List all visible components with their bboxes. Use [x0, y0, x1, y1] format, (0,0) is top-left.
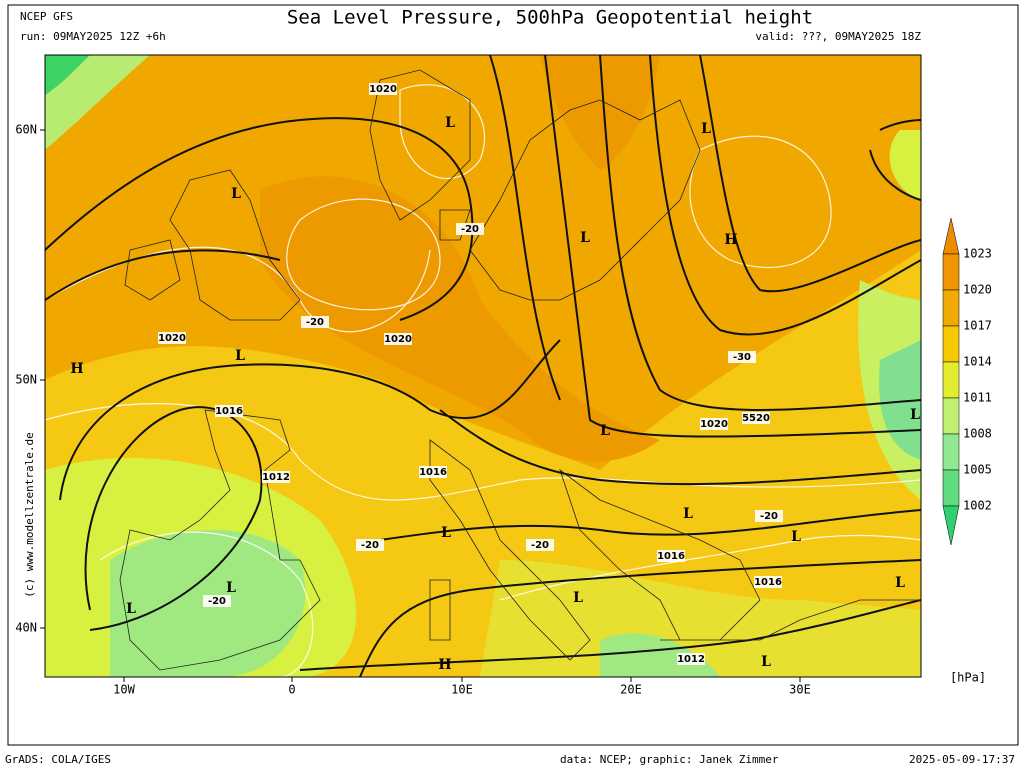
colorbar	[942, 217, 960, 546]
contour-label-box	[215, 405, 243, 417]
contour-label: 1020	[700, 419, 728, 430]
contour-label-box	[384, 333, 412, 345]
pressure-center: L	[580, 230, 590, 246]
footer-software: GrADS: COLA/IGES	[5, 753, 111, 766]
contour-label: -20	[208, 596, 226, 607]
contour-label-box	[657, 550, 685, 562]
contour-label: -20	[306, 317, 324, 328]
map-border	[44, 54, 922, 678]
pressure-center: L	[701, 121, 711, 137]
pressure-center: L	[126, 601, 136, 617]
watermark: (c) www.modellzentrale.de	[23, 432, 36, 598]
pressure-center: H	[724, 232, 737, 248]
contour-label: -30	[733, 352, 751, 363]
pressure-center: L	[761, 654, 771, 670]
contour-label-box	[203, 595, 231, 607]
lon-label: 0	[288, 683, 295, 697]
contour-label-box	[754, 576, 782, 588]
contour-label: -20	[531, 540, 549, 551]
colorbar-label: 1017	[963, 319, 992, 333]
pressure-center: L	[226, 580, 236, 596]
contour-label: 1016	[657, 551, 685, 562]
contour-label: 1016	[754, 577, 782, 588]
contour-label-box	[728, 351, 756, 363]
contour-label-box	[262, 471, 290, 483]
contour-label-box	[526, 539, 554, 551]
contour-label-box	[369, 83, 397, 95]
map-title: Sea Level Pressure, 500hPa Geopotential …	[287, 7, 813, 29]
lat-label: 40N	[15, 621, 37, 635]
pressure-center: L	[445, 115, 455, 131]
frame	[7, 4, 1019, 746]
colorbar-label: 1002	[963, 499, 992, 513]
colorbar-label: 1005	[963, 463, 992, 477]
map	[45, 55, 921, 677]
lon-label: 30E	[789, 683, 811, 697]
lon-label: 10E	[451, 683, 473, 697]
contour-label: 1012	[677, 654, 705, 665]
lon-label: 20E	[620, 683, 642, 697]
colorbar-label: 1008	[963, 427, 992, 441]
colorbar-label: 1020	[963, 283, 992, 297]
lon-label: 10W	[113, 683, 135, 697]
colorbar-label: 1023	[963, 247, 992, 261]
run-time: run: 09MAY2025 12Z +6h	[20, 30, 166, 43]
pressure-center: H	[438, 657, 451, 673]
colorbar-unit: [hPa]	[950, 671, 986, 685]
footer-timestamp: 2025-05-09-17:37	[909, 753, 1015, 766]
footer-credit: data: NCEP; graphic: Janek Zimmer	[560, 753, 779, 766]
colorbar-label: 1014	[963, 355, 992, 369]
colorbar-label: 1011	[963, 391, 992, 405]
contour-label: 1012	[262, 472, 290, 483]
pressure-center: H	[70, 361, 83, 377]
pressure-center: L	[441, 525, 451, 541]
contour-label-box	[677, 653, 705, 665]
contour-label-box	[456, 223, 484, 235]
contour-label-box	[742, 412, 770, 424]
contour-label: 5520	[742, 413, 770, 424]
contour-label: -20	[361, 540, 379, 551]
model-name: NCEP GFS	[20, 10, 73, 23]
pressure-center: L	[231, 186, 241, 202]
map-ticks	[40, 129, 801, 682]
pressure-center: L	[910, 407, 920, 423]
contour-label: -20	[461, 224, 479, 235]
pressure-center: L	[573, 590, 583, 606]
pressure-center: L	[895, 575, 905, 591]
contour-label: 1016	[215, 406, 243, 417]
contour-label: 1020	[158, 333, 186, 344]
contour-label-box	[301, 316, 329, 328]
page-text: NCEP GFS run: 09MAY2025 12Z +6h Sea Leve…	[5, 7, 1015, 767]
map-labels: 1020 1020 1020 -20 -20 1016 1012 1016 -20 -20 -20 1…	[70, 83, 920, 673]
contour-label: -20	[760, 511, 778, 522]
contour-label-box	[755, 510, 783, 522]
contour-label: 1020	[384, 334, 412, 345]
contour-label: 1020	[369, 84, 397, 95]
lat-label: 50N	[15, 373, 37, 387]
valid-time: valid: ???, 09MAY2025 18Z	[755, 30, 921, 43]
contour-label-box	[158, 332, 186, 344]
contour-label-box	[356, 539, 384, 551]
contour-label: 1016	[419, 467, 447, 478]
pressure-center: L	[791, 529, 801, 545]
pressure-center: L	[600, 423, 610, 439]
contour-label-box	[700, 418, 728, 430]
contour-label-box	[419, 466, 447, 478]
lat-label: 60N	[15, 123, 37, 137]
pressure-center: L	[235, 348, 245, 364]
pressure-center: L	[683, 506, 693, 522]
